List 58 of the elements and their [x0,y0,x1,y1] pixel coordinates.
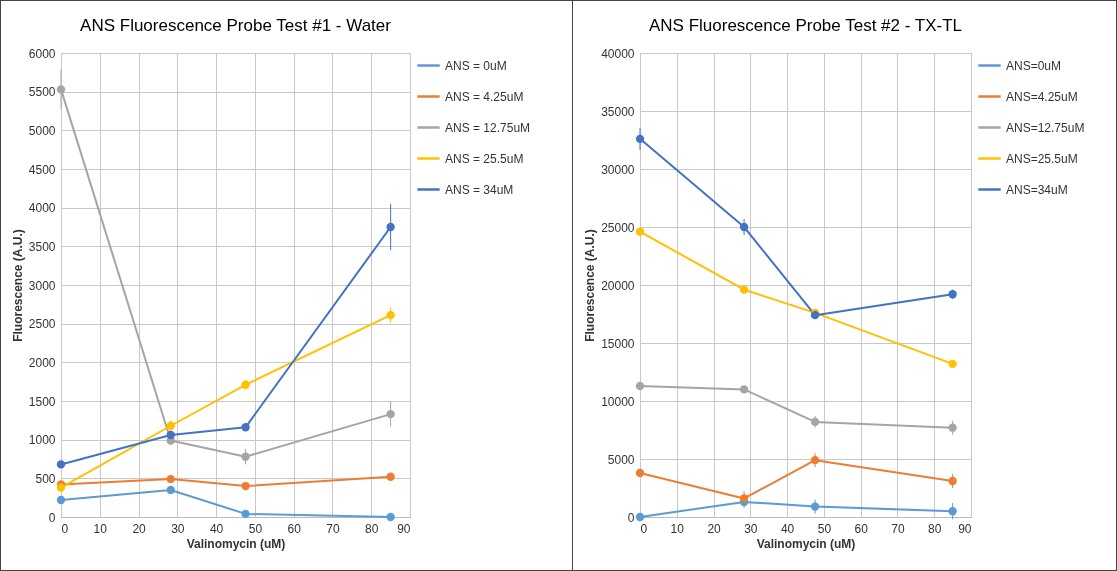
y-tick-label: 4500 [28,162,56,177]
legend-label: ANS=25.5uM [1006,151,1078,166]
chart-title: ANS Fluorescence Probe Test #2 - TX-TL [648,16,963,35]
legend-label: ANS=12.75uM [1006,120,1085,135]
x-tick-label: 50 [817,521,832,536]
legend-label: ANS=34uM [1006,182,1068,197]
x-tick-label: 40 [780,521,795,536]
legend-label: ANS=4.25uM [1006,89,1078,104]
y-tick-label: 25000 [601,220,635,235]
x-tick-label: 30 [744,521,758,536]
y-tick-label: 40000 [601,46,635,61]
chart-title: ANS Fluorescence Probe Test #1 - Water [80,16,392,35]
x-tick-label: 90 [397,521,411,536]
y-tick-label: 4000 [28,201,56,216]
x-tick-label: 20 [707,521,722,536]
x-tick-label: 80 [928,521,942,536]
y-tick-label: 5000 [28,123,56,138]
legend-label: ANS = 25.5uM [445,151,524,166]
x-tick-label: 60 [287,521,302,536]
x-tick-label: 70 [891,521,905,536]
y-tick-label: 6000 [28,46,56,61]
x-tick-label: 80 [365,521,379,536]
x-tick-label: 90 [958,521,972,536]
legend-label: ANS=0uM [1006,58,1062,73]
x-tick-label: 10 [670,521,685,536]
y-tick-label: 15000 [601,336,635,351]
x-tick-label: 0 [640,521,648,536]
x-tick-label: 10 [93,521,108,536]
y-tick-label: 500 [35,471,56,486]
y-tick-label: 35000 [601,104,635,119]
legend-label: ANS = 34uM [445,182,514,197]
x-tick-label: 40 [209,521,224,536]
x-tick-label: 30 [171,521,185,536]
y-tick-label: 5500 [28,85,56,100]
x-tick-label: 0 [61,521,69,536]
y-tick-label: 2000 [28,355,56,370]
y-tick-label: 1000 [28,433,56,448]
y-axis-title: Fluorescence (A.U.) [10,229,25,342]
legend-label: ANS = 12.75uM [445,120,531,135]
legend-label: ANS = 4.25uM [445,89,524,104]
y-tick-label: 3500 [28,239,56,254]
x-axis-title: Valinomycin (uM) [186,536,286,551]
x-axis-title: Valinomycin (uM) [756,536,856,551]
y-tick-label: 1500 [28,394,56,409]
x-tick-label: 50 [248,521,263,536]
x-tick-label: 70 [326,521,340,536]
y-tick-label: 0 [627,510,635,525]
x-tick-label: 60 [854,521,869,536]
x-tick-label: 20 [132,521,147,536]
y-tick-label: 10000 [601,394,635,409]
y-tick-label: 5000 [607,452,635,467]
y-tick-label: 30000 [601,162,635,177]
y-tick-label: 3000 [28,278,56,293]
y-tick-label: 2500 [28,317,56,332]
legend-label: ANS = 0uM [445,58,507,73]
y-tick-label: 0 [48,510,56,525]
y-axis-title: Fluorescence (A.U.) [583,229,598,342]
y-tick-label: 20000 [601,278,635,293]
